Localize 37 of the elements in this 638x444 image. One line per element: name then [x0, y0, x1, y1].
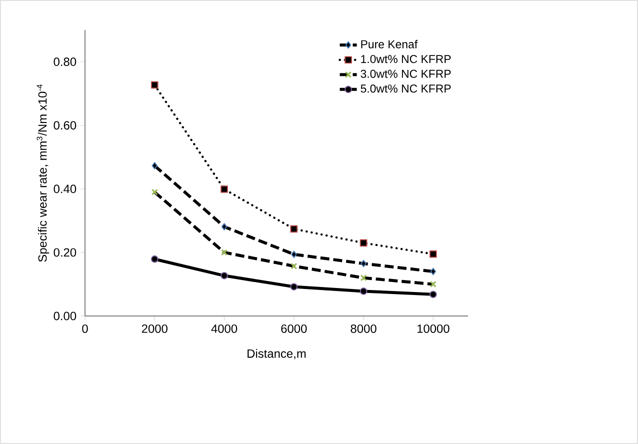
point — [221, 223, 228, 230]
point — [429, 290, 437, 298]
x-axis-title: Distance,m — [248, 349, 306, 360]
y-tick-label: 0.40 — [54, 184, 76, 194]
point — [290, 262, 298, 270]
legend-label: Pure Kenaf — [361, 40, 418, 48]
point — [220, 186, 228, 193]
point — [150, 255, 158, 263]
y-axis-title: Specific wear rate, mm$^{3}$/Nm x10$^{-4}$ — [36, 84, 50, 262]
point — [360, 288, 368, 295]
point — [430, 280, 437, 288]
point — [430, 268, 436, 276]
point — [290, 225, 298, 233]
legend-label: 3.0wt% NC KFRP — [360, 70, 451, 78]
x-tick-label: 8000 — [350, 324, 376, 333]
x-tick-label: 2000 — [142, 324, 168, 333]
x-tick-label: 10000 — [417, 324, 450, 333]
point — [360, 260, 366, 268]
x-tick-label: 6000 — [281, 324, 307, 333]
x-tick-label: 0 — [82, 324, 88, 333]
point — [360, 274, 367, 282]
point — [360, 239, 368, 247]
point — [220, 272, 228, 280]
y-tick-label: 0.80 — [54, 58, 76, 66]
legend-label: 1.0wt% NC KFRP — [361, 54, 451, 64]
y-tick-label: 0.60 — [54, 121, 76, 130]
x-tick-label: 4000 — [211, 324, 238, 333]
point — [429, 250, 437, 258]
point — [291, 250, 297, 258]
point — [152, 162, 158, 170]
legend-label: 5.0wt% NC KFRP — [360, 84, 451, 93]
point — [290, 283, 298, 290]
y-tick-label: 0.00 — [54, 312, 76, 320]
y-tick-label: 0.20 — [54, 248, 76, 257]
point — [220, 249, 228, 256]
point — [151, 188, 158, 196]
point — [150, 81, 158, 89]
